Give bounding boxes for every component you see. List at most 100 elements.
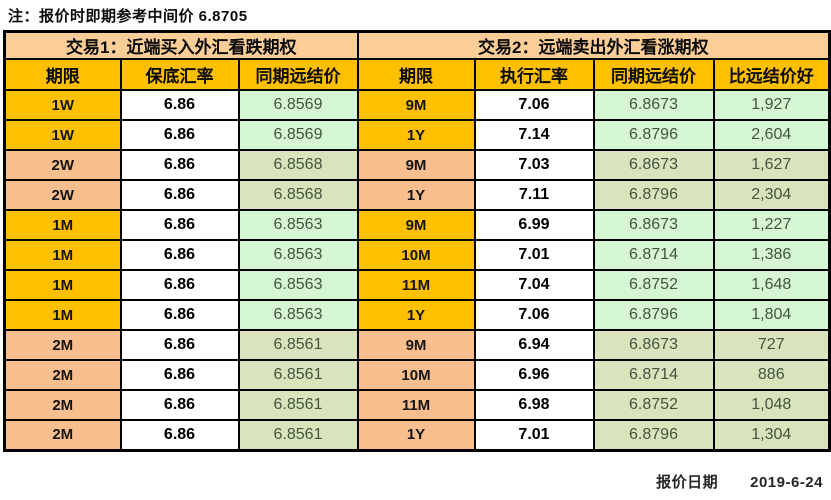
cell-gain: 2,604: [712, 119, 831, 151]
column-header-row: 期限 保底汇率 同期远结价 期限 执行汇率 同期远结价 比远结价好: [3, 58, 831, 91]
cell-gain: 1,227: [712, 209, 831, 241]
cell-forward-right: 6.8673: [592, 329, 715, 361]
cell-term-left: 1M: [3, 299, 122, 331]
cell-forward-right: 6.8673: [592, 89, 715, 121]
cell-floor-rate: 6.86: [119, 179, 240, 211]
cell-term-left: 2W: [3, 149, 122, 181]
cell-term-left: 2M: [3, 359, 122, 391]
table-row: 1M 6.86 6.8563 1Y 7.06 6.8796 1,804: [3, 299, 831, 331]
table-row: 1M 6.86 6.8563 10M 7.01 6.8714 1,386: [3, 239, 831, 271]
cell-forward-left: 6.8569: [237, 119, 359, 151]
cell-floor-rate: 6.86: [119, 329, 240, 361]
cell-gain: 1,648: [712, 269, 831, 301]
cell-strike-rate: 7.06: [473, 89, 595, 121]
cell-term-right: 1Y: [356, 419, 476, 451]
cell-term-left: 2M: [3, 329, 122, 361]
table-row: 1M 6.86 6.8563 11M 7.04 6.8752 1,648: [3, 269, 831, 301]
trade2-title: 交易2：远端卖出外汇看涨期权: [356, 30, 831, 60]
quote-date-value: 2019-6-24: [750, 474, 823, 491]
cell-floor-rate: 6.86: [119, 239, 240, 271]
cell-forward-right: 6.8796: [592, 119, 715, 151]
trade1-title: 交易1：近端买入外汇看跌期权: [3, 30, 359, 60]
cell-term-right: 10M: [356, 239, 476, 271]
cell-floor-rate: 6.86: [119, 209, 240, 241]
cell-floor-rate: 6.86: [119, 389, 240, 421]
cell-forward-right: 6.8752: [592, 269, 715, 301]
table-row: 2M 6.86 6.8561 10M 6.96 6.8714 886: [3, 359, 831, 391]
cell-strike-rate: 6.96: [473, 359, 595, 391]
cell-forward-left: 6.8561: [237, 359, 359, 391]
table-row: 2W 6.86 6.8568 9M 7.03 6.8673 1,627: [3, 149, 831, 181]
col-header-strike-rate: 执行汇率: [473, 58, 595, 91]
cell-floor-rate: 6.86: [119, 89, 240, 121]
fx-options-table: 交易1：近端买入外汇看跌期权 交易2：远端卖出外汇看涨期权 期限 保底汇率 同期…: [3, 30, 831, 452]
cell-floor-rate: 6.86: [119, 419, 240, 451]
cell-forward-left: 6.8561: [237, 419, 359, 451]
table-row: 2M 6.86 6.8561 11M 6.98 6.8752 1,048: [3, 389, 831, 421]
cell-strike-rate: 6.94: [473, 329, 595, 361]
cell-forward-right: 6.8796: [592, 299, 715, 331]
cell-strike-rate: 7.11: [473, 179, 595, 211]
table-row: 2M 6.86 6.8561 9M 6.94 6.8673 727: [3, 329, 831, 361]
cell-forward-right: 6.8714: [592, 359, 715, 391]
cell-gain: 2,304: [712, 179, 831, 211]
cell-forward-right: 6.8796: [592, 179, 715, 211]
cell-gain: 727: [712, 329, 831, 361]
cell-floor-rate: 6.86: [119, 359, 240, 391]
cell-forward-right: 6.8673: [592, 209, 715, 241]
cell-strike-rate: 7.04: [473, 269, 595, 301]
cell-floor-rate: 6.86: [119, 299, 240, 331]
cell-gain: 1,627: [712, 149, 831, 181]
cell-gain: 1,386: [712, 239, 831, 271]
cell-term-right: 9M: [356, 209, 476, 241]
cell-term-right: 11M: [356, 269, 476, 301]
cell-strike-rate: 7.01: [473, 419, 595, 451]
table-row: 2W 6.86 6.8568 1Y 7.11 6.8796 2,304: [3, 179, 831, 211]
col-header-gain-vs-forward: 比远结价好: [712, 58, 831, 91]
cell-forward-left: 6.8568: [237, 149, 359, 181]
cell-gain: 886: [712, 359, 831, 391]
cell-term-right: 1Y: [356, 179, 476, 211]
cell-floor-rate: 6.86: [119, 119, 240, 151]
col-header-forward-left: 同期远结价: [237, 58, 359, 91]
cell-strike-rate: 7.14: [473, 119, 595, 151]
cell-forward-left: 6.8568: [237, 179, 359, 211]
col-header-floor-rate: 保底汇率: [119, 58, 240, 91]
cell-term-left: 1W: [3, 89, 122, 121]
cell-gain: 1,048: [712, 389, 831, 421]
section-header-row: 交易1：近端买入外汇看跌期权 交易2：远端卖出外汇看涨期权: [3, 30, 831, 60]
cell-forward-right: 6.8673: [592, 149, 715, 181]
cell-forward-left: 6.8569: [237, 89, 359, 121]
cell-term-left: 2M: [3, 389, 122, 421]
cell-strike-rate: 7.01: [473, 239, 595, 271]
cell-term-left: 1W: [3, 119, 122, 151]
cell-term-right: 1Y: [356, 119, 476, 151]
cell-forward-right: 6.8714: [592, 239, 715, 271]
cell-forward-left: 6.8563: [237, 299, 359, 331]
cell-term-left: 2M: [3, 419, 122, 451]
quote-date-label: 报价日期: [656, 474, 719, 491]
cell-floor-rate: 6.86: [119, 269, 240, 301]
quote-date: 报价日期 2019-6-24: [656, 471, 823, 492]
cell-forward-left: 6.8563: [237, 209, 359, 241]
cell-term-right: 9M: [356, 329, 476, 361]
table-row: 1M 6.86 6.8563 9M 6.99 6.8673 1,227: [3, 209, 831, 241]
cell-forward-right: 6.8752: [592, 389, 715, 421]
cell-gain: 1,927: [712, 89, 831, 121]
table-row: 1W 6.86 6.8569 1Y 7.14 6.8796 2,604: [3, 119, 831, 151]
cell-term-right: 1Y: [356, 299, 476, 331]
cell-forward-left: 6.8563: [237, 239, 359, 271]
cell-gain: 1,804: [712, 299, 831, 331]
cell-term-left: 2W: [3, 179, 122, 211]
cell-gain: 1,304: [712, 419, 831, 451]
cell-strike-rate: 7.03: [473, 149, 595, 181]
cell-strike-rate: 7.06: [473, 299, 595, 331]
col-header-term-right: 期限: [356, 58, 476, 91]
cell-floor-rate: 6.86: [119, 149, 240, 181]
cell-term-right: 11M: [356, 389, 476, 421]
cell-forward-left: 6.8563: [237, 269, 359, 301]
cell-term-left: 1M: [3, 269, 122, 301]
cell-term-right: 9M: [356, 89, 476, 121]
col-header-term-left: 期限: [3, 58, 122, 91]
quote-note: 注：报价时即期参考中间价 6.8705: [8, 8, 248, 25]
